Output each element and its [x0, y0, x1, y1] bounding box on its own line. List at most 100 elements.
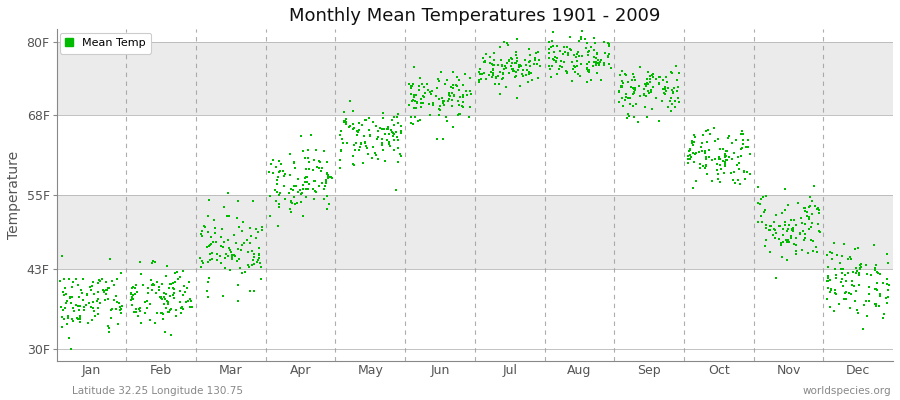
Point	[325, 175, 339, 181]
Point	[64, 345, 78, 352]
Point	[729, 137, 743, 143]
Point	[302, 166, 317, 172]
Point	[282, 190, 296, 196]
Point	[851, 310, 866, 316]
Point	[155, 310, 169, 316]
Point	[270, 181, 284, 187]
Point	[263, 193, 277, 200]
Point	[733, 166, 747, 172]
Point	[232, 256, 247, 262]
Point	[72, 294, 86, 300]
Point	[394, 152, 409, 159]
Point	[615, 82, 629, 89]
Point	[652, 74, 666, 80]
Point	[403, 84, 418, 91]
Point	[459, 88, 473, 94]
Point	[842, 290, 856, 296]
Point	[203, 234, 218, 240]
Point	[620, 115, 634, 122]
Point	[812, 206, 826, 213]
Point	[240, 262, 255, 268]
Point	[428, 93, 443, 100]
Point	[628, 77, 643, 84]
Point	[287, 194, 302, 200]
Point	[321, 201, 336, 207]
Point	[55, 314, 69, 320]
Point	[164, 281, 178, 287]
Point	[72, 315, 86, 321]
Point	[451, 112, 465, 119]
Point	[849, 270, 863, 276]
Point	[735, 137, 750, 144]
Point	[612, 98, 626, 105]
Point	[698, 163, 713, 170]
Point	[403, 83, 418, 89]
Point	[343, 98, 357, 104]
Point	[652, 118, 666, 124]
Point	[302, 186, 316, 192]
Point	[112, 300, 126, 306]
Point	[346, 162, 361, 168]
Point	[580, 78, 594, 85]
Point	[352, 119, 366, 126]
Point	[516, 67, 530, 74]
Point	[237, 240, 251, 246]
Point	[407, 105, 421, 112]
Point	[802, 204, 816, 210]
Point	[649, 95, 663, 102]
Point	[544, 74, 558, 80]
Point	[549, 71, 563, 78]
Point	[129, 306, 143, 312]
Point	[149, 279, 164, 285]
Point	[760, 222, 774, 228]
Point	[645, 71, 660, 77]
Point	[166, 280, 181, 286]
Point	[58, 285, 72, 292]
Point	[198, 224, 212, 230]
Point	[381, 124, 395, 130]
Point	[432, 106, 446, 112]
Point	[57, 276, 71, 282]
Bar	[57, 269, 893, 349]
Point	[375, 136, 390, 143]
Point	[133, 270, 148, 277]
Point	[445, 90, 459, 96]
Point	[83, 284, 97, 290]
Point	[76, 290, 90, 296]
Point	[636, 86, 651, 92]
Point	[403, 113, 418, 120]
Point	[632, 83, 646, 90]
Point	[735, 145, 750, 152]
Point	[793, 231, 807, 237]
Point	[236, 219, 250, 225]
Point	[462, 113, 476, 120]
Point	[407, 64, 421, 71]
Point	[501, 57, 516, 64]
Point	[382, 139, 397, 146]
Point	[296, 148, 310, 154]
Point	[477, 70, 491, 76]
Point	[489, 74, 503, 80]
Point	[301, 146, 315, 153]
Point	[645, 84, 660, 90]
Point	[509, 69, 524, 76]
Point	[695, 148, 709, 154]
Point	[463, 75, 477, 81]
Point	[644, 73, 658, 79]
Point	[303, 131, 318, 138]
Point	[707, 138, 722, 144]
Point	[570, 50, 584, 57]
Point	[553, 63, 567, 69]
Point	[133, 259, 148, 265]
Point	[658, 86, 672, 92]
Point	[436, 99, 450, 106]
Point	[514, 63, 528, 69]
Point	[623, 101, 637, 107]
Point	[222, 213, 237, 220]
Point	[782, 222, 796, 228]
Point	[61, 334, 76, 341]
Point	[644, 72, 659, 78]
Point	[247, 251, 261, 258]
Point	[839, 296, 853, 302]
Point	[619, 91, 634, 98]
